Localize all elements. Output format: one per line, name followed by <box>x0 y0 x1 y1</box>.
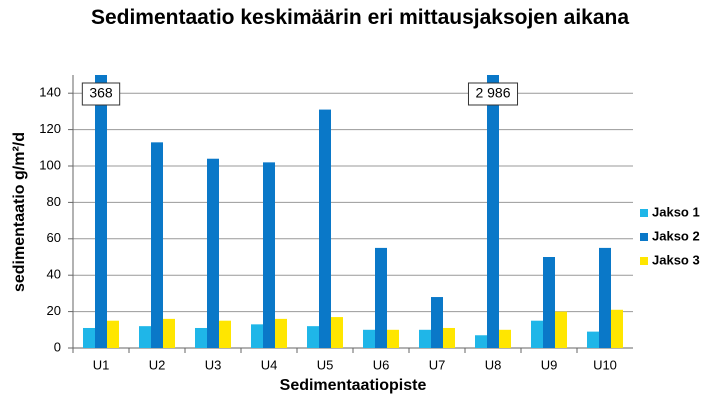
bar <box>599 247 611 348</box>
bar <box>375 247 387 348</box>
x-tick-label: U9 <box>541 357 558 372</box>
chart-title: Sedimentaatio keskimäärin eri mittausjak… <box>90 6 630 29</box>
bar <box>151 142 163 348</box>
y-tick-label: 120 <box>39 121 61 136</box>
legend-swatch <box>640 233 648 241</box>
bar <box>219 320 231 348</box>
legend-label: Jakso 1 <box>652 204 700 219</box>
bar <box>195 327 207 348</box>
bar <box>587 331 599 348</box>
bar <box>163 318 175 348</box>
y-axis-label: sedimentaatio g/m²/d <box>11 132 28 292</box>
bar <box>319 109 331 348</box>
y-tick-label: 140 <box>39 85 61 100</box>
y-tick-label: 100 <box>39 157 61 172</box>
bar <box>363 329 375 348</box>
bar <box>499 329 511 348</box>
legend-label: Jakso 3 <box>652 252 700 267</box>
data-label-box <box>467 82 519 106</box>
bar <box>95 75 107 348</box>
bar <box>139 326 151 348</box>
legend-swatch <box>640 257 648 265</box>
bar <box>475 335 487 348</box>
y-tick-label: 60 <box>47 230 61 245</box>
y-tick-label: 80 <box>47 194 61 209</box>
bar <box>487 75 499 348</box>
x-tick-label: U5 <box>317 357 334 372</box>
x-tick-label: U1 <box>93 357 110 372</box>
legend-swatch <box>640 209 648 217</box>
bar <box>531 320 543 348</box>
bar <box>331 317 343 348</box>
bar <box>387 329 399 348</box>
x-tick-label: U6 <box>373 357 390 372</box>
x-tick-label: U3 <box>205 357 222 372</box>
x-axis-label: Sedimentaatiopiste <box>280 377 427 394</box>
bar <box>107 320 119 348</box>
bar <box>251 324 263 348</box>
x-tick-label: U2 <box>149 357 166 372</box>
bar <box>307 326 319 348</box>
bar <box>83 327 95 348</box>
x-tick-label: U4 <box>261 357 278 372</box>
x-tick-label: U7 <box>429 357 446 372</box>
bar <box>419 329 431 348</box>
legend-label: Jakso 2 <box>652 228 700 243</box>
data-label: 368 <box>89 85 113 101</box>
bar <box>263 162 275 348</box>
bar <box>443 327 455 348</box>
plot-area <box>83 75 623 348</box>
bar <box>555 311 567 348</box>
y-tick-label: 0 <box>54 339 61 354</box>
data-label: 2 986 <box>475 85 510 101</box>
x-tick-label: U10 <box>593 357 617 372</box>
bar <box>275 318 287 348</box>
bar <box>431 297 443 348</box>
bar <box>611 309 623 348</box>
x-tick-label: U8 <box>485 357 502 372</box>
data-label-box <box>81 82 121 106</box>
bar <box>543 257 555 348</box>
y-tick-label: 40 <box>47 267 61 282</box>
y-tick-label: 20 <box>47 303 61 318</box>
bar <box>207 158 219 348</box>
